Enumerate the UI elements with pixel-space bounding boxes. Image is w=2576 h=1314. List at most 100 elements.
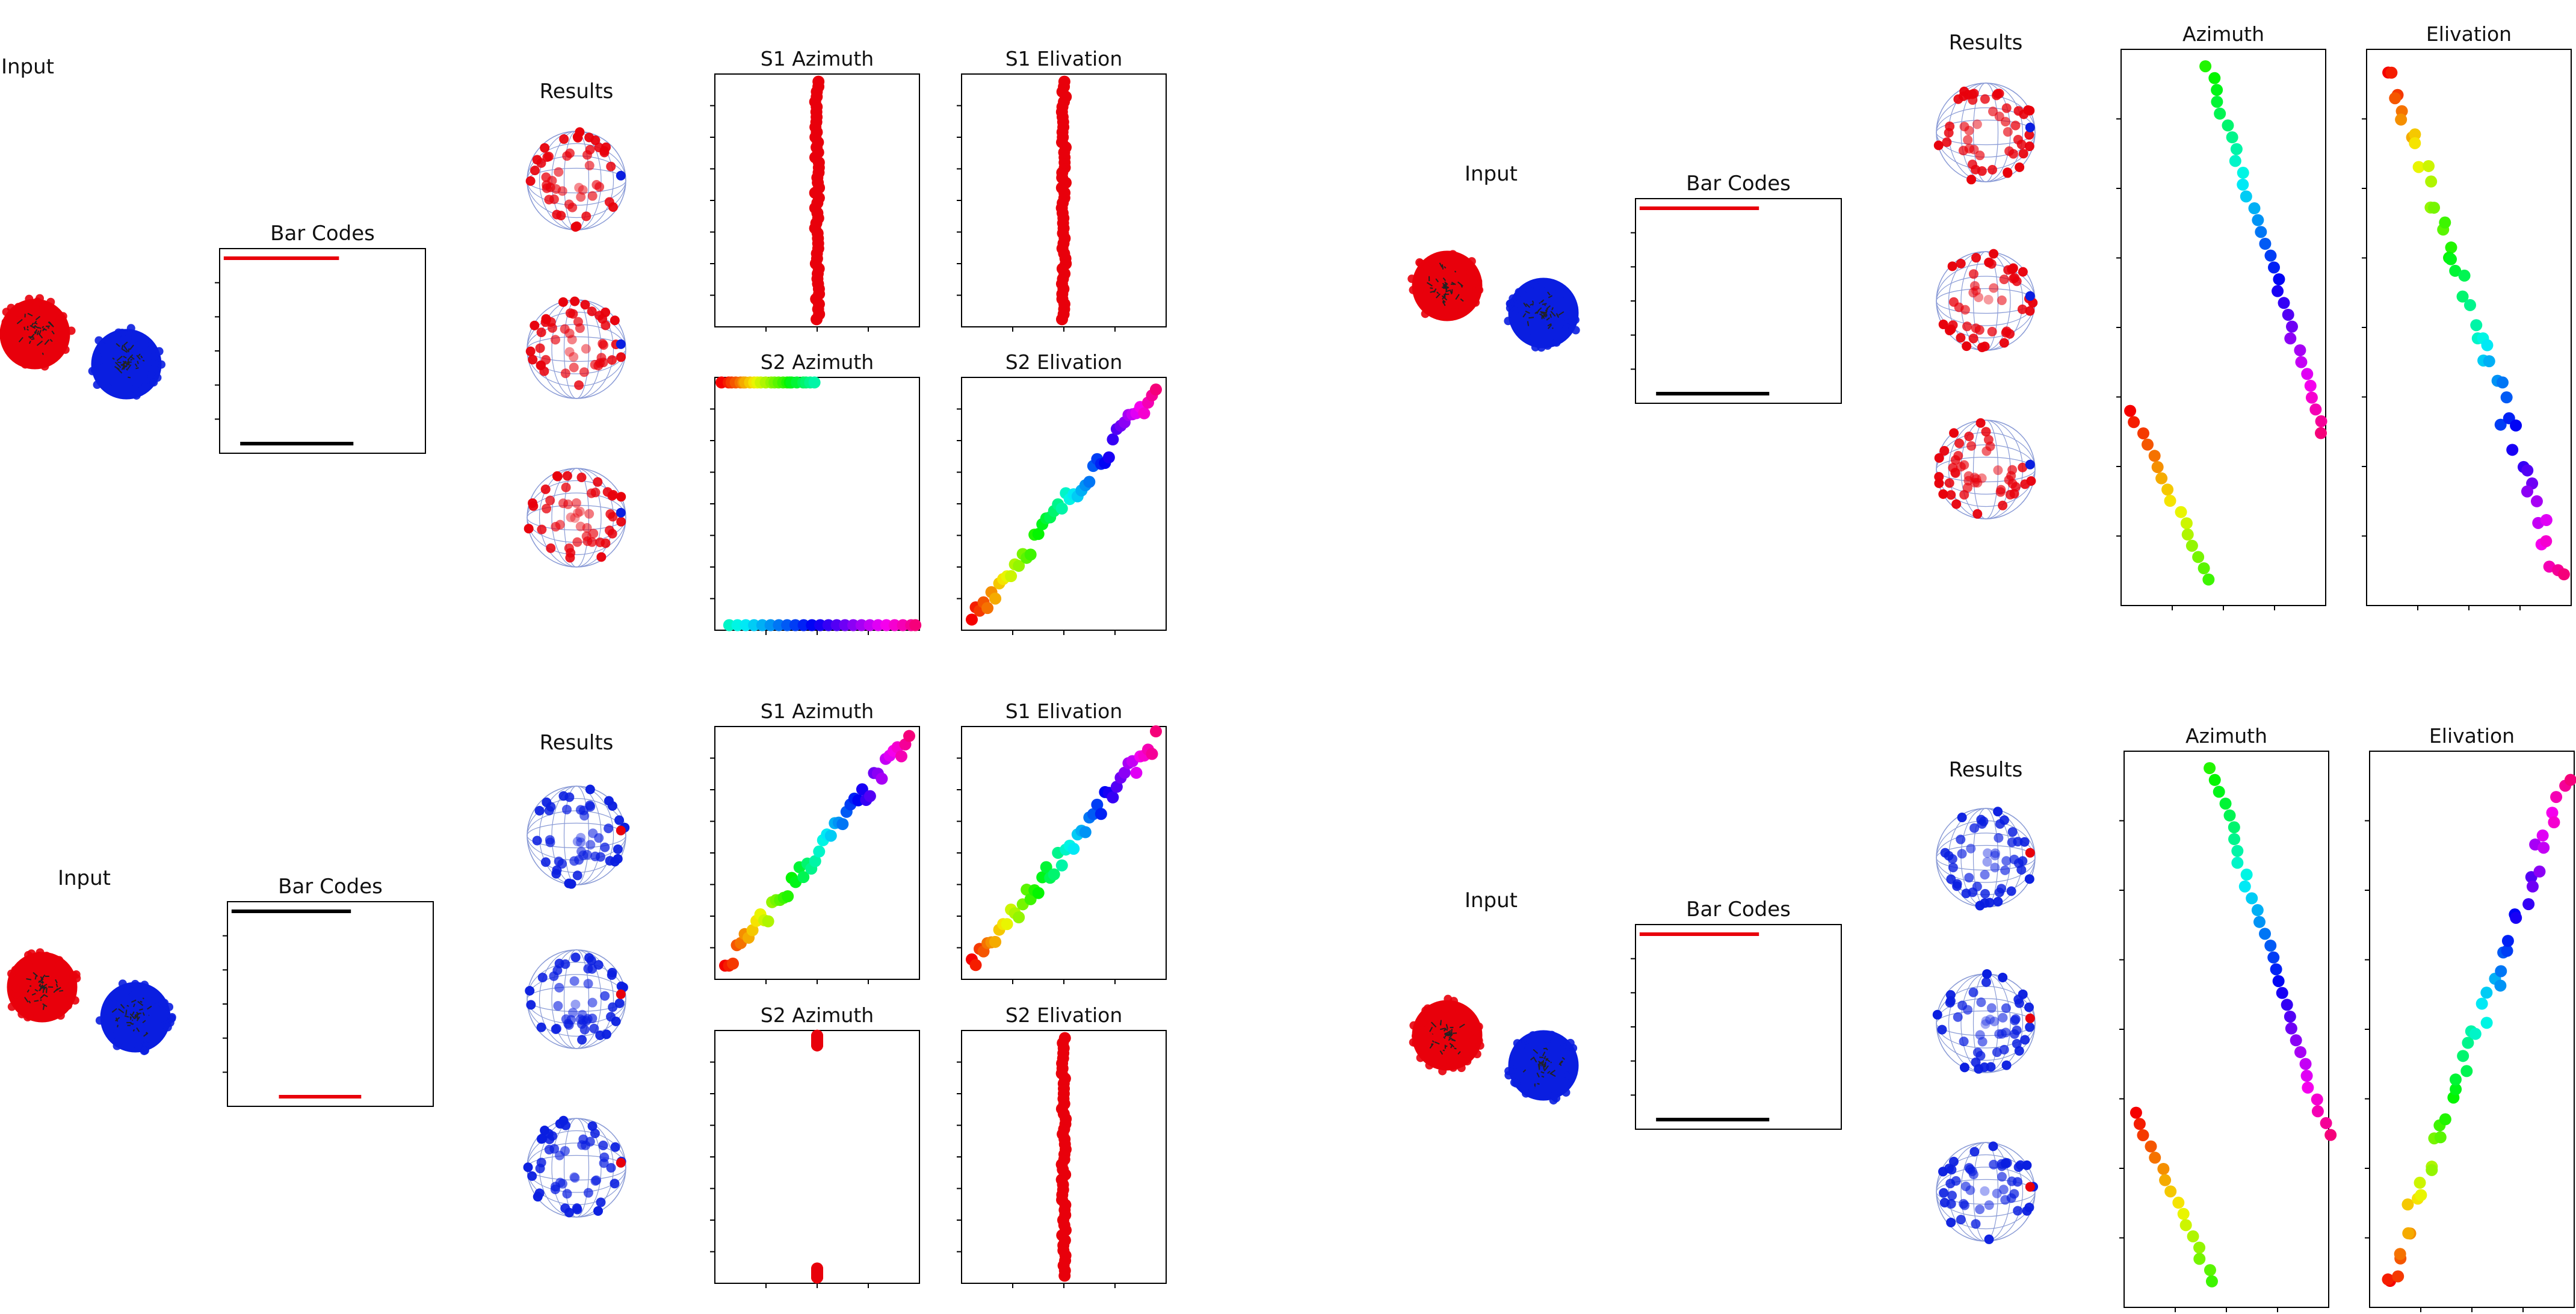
globe-point bbox=[1954, 438, 1965, 448]
globe-point bbox=[1986, 259, 1997, 269]
cluster-surface-point bbox=[1455, 1006, 1464, 1015]
scatter-point bbox=[909, 619, 922, 631]
globe-point bbox=[1948, 863, 1958, 873]
globe-point bbox=[563, 499, 573, 509]
cluster-texture-line bbox=[1547, 291, 1551, 296]
scatter-point bbox=[812, 75, 825, 88]
scatter-point bbox=[863, 619, 876, 631]
globe-point bbox=[1977, 819, 1987, 829]
scatter-point bbox=[2470, 319, 2483, 332]
globe-point bbox=[1957, 849, 1967, 859]
scatter-point bbox=[773, 619, 785, 631]
scatter-point bbox=[2205, 1275, 2218, 1288]
globe-point bbox=[1989, 249, 1999, 259]
globe-point bbox=[1962, 483, 1972, 493]
cluster-surface-point bbox=[1561, 326, 1570, 335]
globe-point bbox=[552, 965, 563, 976]
scatter-point bbox=[1146, 748, 1158, 760]
globe-point bbox=[2006, 886, 2016, 896]
globe-point bbox=[552, 209, 562, 220]
scatter-point bbox=[847, 619, 860, 631]
cluster-surface-point bbox=[1475, 1041, 1484, 1050]
globe-point bbox=[581, 211, 591, 222]
globe-point bbox=[2001, 856, 2012, 866]
scatter-point bbox=[2501, 935, 2514, 947]
cluster-texture-line bbox=[1537, 307, 1542, 312]
scatter-point bbox=[2193, 1253, 2206, 1265]
cluster-texture-line bbox=[1530, 303, 1534, 306]
globe-point bbox=[606, 1163, 616, 1173]
globe-point bbox=[1967, 160, 1977, 170]
cluster-surface-point bbox=[1472, 1050, 1481, 1059]
scatter-point bbox=[2557, 568, 2570, 581]
globe-point bbox=[616, 492, 626, 502]
cluster-texture-line bbox=[112, 357, 115, 360]
cluster-texture-line bbox=[1538, 1061, 1543, 1065]
globe-point bbox=[582, 523, 592, 533]
globe-point-outlier bbox=[2025, 1013, 2035, 1023]
cluster-texture-line bbox=[115, 1017, 120, 1021]
cluster-texture-line bbox=[116, 355, 123, 361]
scatter-point bbox=[748, 619, 761, 631]
globe-point bbox=[546, 543, 556, 553]
scatter-point bbox=[2253, 916, 2266, 928]
cluster-texture-line bbox=[1439, 262, 1443, 268]
barcodes-title: Bar Codes bbox=[1686, 172, 1791, 196]
scatter-point bbox=[723, 619, 735, 631]
globe-point bbox=[540, 484, 551, 494]
scatter-point bbox=[2510, 911, 2522, 924]
cluster-texture-line bbox=[42, 1003, 48, 1008]
cluster-surface-point bbox=[113, 1041, 122, 1050]
cluster-surface-point bbox=[70, 996, 79, 1005]
globe-point bbox=[539, 366, 549, 376]
globe-point bbox=[1981, 427, 1991, 437]
scatter-point bbox=[2299, 1058, 2312, 1070]
cluster-surface-point bbox=[1458, 1057, 1467, 1066]
cluster-surface-point bbox=[129, 335, 138, 344]
globe-point bbox=[608, 202, 618, 212]
cluster-texture-line bbox=[34, 1000, 39, 1002]
cluster-texture-line bbox=[1457, 1051, 1461, 1055]
cluster-surface-point bbox=[2, 308, 11, 317]
scatter-point bbox=[731, 619, 744, 631]
globe-point bbox=[564, 148, 575, 158]
cluster-texture-line bbox=[32, 324, 37, 329]
cluster-texture-line bbox=[36, 340, 43, 346]
scatter-point bbox=[740, 619, 752, 631]
scatter-point bbox=[2155, 472, 2168, 485]
globe-point bbox=[1969, 144, 1979, 155]
cluster-texture-line bbox=[117, 361, 122, 364]
globe-point bbox=[613, 854, 623, 864]
globe-point bbox=[1975, 418, 1986, 428]
scatter-point bbox=[2463, 299, 2476, 311]
scatter-point bbox=[1005, 570, 1018, 583]
globe-point bbox=[536, 1134, 546, 1144]
globe-point bbox=[589, 1023, 599, 1034]
globe-point-outlier bbox=[616, 1157, 626, 1168]
globe-point bbox=[602, 487, 613, 497]
cluster-texture-line bbox=[1547, 1071, 1551, 1074]
globe-point bbox=[578, 185, 588, 195]
scatter-point bbox=[2226, 131, 2238, 144]
scatter-point bbox=[1024, 548, 1037, 561]
globe-point bbox=[1971, 1057, 1981, 1067]
scatter-point bbox=[2500, 391, 2513, 404]
globe-point bbox=[2012, 1025, 2022, 1035]
globe-point bbox=[2008, 263, 2018, 273]
globe-point bbox=[536, 1157, 546, 1168]
cluster-surface-point bbox=[1425, 1061, 1434, 1070]
cluster-surface-point bbox=[1411, 1032, 1420, 1041]
cluster-surface-point bbox=[1409, 1021, 1418, 1030]
cluster-texture-line bbox=[1442, 300, 1445, 304]
cluster-texture-line bbox=[1445, 1045, 1448, 1047]
globe-point bbox=[2001, 103, 2012, 113]
cluster-texture-line bbox=[1561, 1056, 1565, 1060]
plot-frame bbox=[2124, 751, 2329, 1308]
globe-point bbox=[540, 143, 550, 153]
cluster-texture-line bbox=[47, 326, 50, 329]
globe-point bbox=[530, 320, 540, 330]
globe-point bbox=[583, 1188, 593, 1198]
scatter-point bbox=[2480, 987, 2493, 999]
plot-frame bbox=[714, 377, 920, 631]
